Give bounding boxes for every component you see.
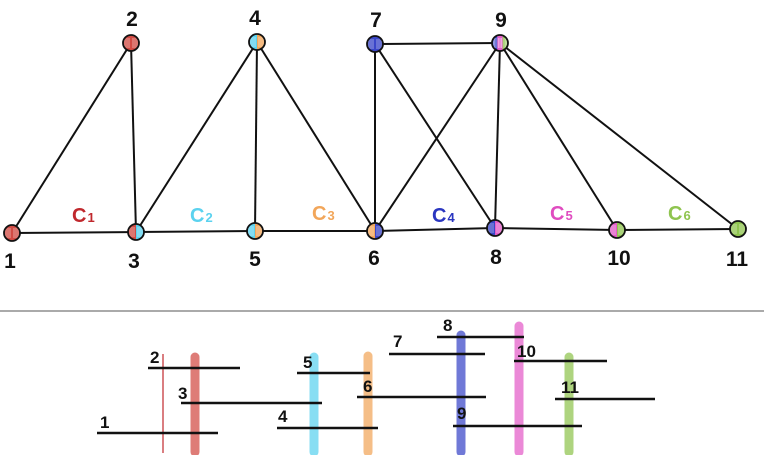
vertex-label-11: 11 [726, 248, 749, 271]
interval-label-6: 6 [363, 377, 372, 396]
clique-letter: C [668, 203, 682, 225]
vertex-4 [248, 33, 266, 51]
clique-letter: C [312, 203, 326, 225]
vertex-4-outline [248, 33, 266, 51]
clique-label-c5: C5 [550, 203, 573, 225]
interval-label-3: 3 [178, 384, 187, 403]
edge-1-2 [11, 42, 132, 234]
interval-label-1: 1 [100, 413, 109, 432]
clique-label-c4: C4 [432, 205, 455, 227]
edge-6-9 [374, 42, 501, 232]
interval-label-8: 8 [443, 316, 452, 335]
edge-3-5 [135, 230, 256, 233]
vertex-10 [608, 221, 626, 239]
clique-label-c3: C3 [312, 203, 335, 225]
clique-subscript: 6 [683, 208, 690, 223]
edge-9-11 [499, 42, 739, 230]
vertex-7-outline [366, 35, 384, 53]
vertex-2-outline [122, 34, 140, 52]
vertex-6-outline [366, 222, 384, 240]
vertex-6 [366, 222, 384, 240]
vertex-9 [491, 34, 509, 52]
interval-label-10: 10 [517, 342, 536, 361]
edge-7-8 [374, 43, 496, 229]
edge-4-6 [256, 41, 376, 232]
vertex-label-3: 3 [128, 250, 140, 273]
edge-1-3 [11, 231, 137, 234]
clique-letter: C [432, 205, 446, 227]
vertex-label-5: 5 [249, 248, 261, 271]
clique-subscript: 3 [327, 208, 334, 223]
edge-6-8 [374, 227, 496, 232]
graph-edges [11, 41, 739, 234]
interval-label-9: 9 [457, 404, 466, 423]
edge-3-4 [135, 41, 258, 233]
clique-subscript: 2 [205, 210, 212, 225]
vertex-3-outline [127, 223, 145, 241]
clique-subscript: 4 [447, 210, 455, 225]
vertex-1-outline [3, 224, 21, 242]
graph-vertices [3, 33, 747, 242]
clique-label-c2: C2 [190, 205, 213, 227]
edge-2-3 [130, 42, 137, 233]
edge-8-10 [494, 227, 618, 231]
vertex-3 [127, 223, 145, 241]
interval-label-7: 7 [393, 332, 402, 351]
vertex-label-2: 2 [126, 8, 138, 31]
vertex-7 [366, 35, 384, 53]
vertex-9-outline [491, 34, 509, 52]
edge-4-5 [254, 41, 258, 232]
vertex-label-1: 1 [4, 250, 16, 273]
interval-label-11: 11 [561, 378, 579, 397]
interval-label-5: 5 [303, 353, 312, 372]
vertex-2 [122, 34, 140, 52]
interval-label-4: 4 [278, 407, 288, 426]
clique-letter: C [550, 203, 564, 225]
vertex-label-6: 6 [368, 247, 380, 270]
vertex-labels: 1 2 3 4 5 6 7 8 9 10 11 [4, 7, 748, 273]
vertex-8-outline [486, 219, 504, 237]
vertex-5 [246, 222, 264, 240]
clique-letter: C [72, 205, 86, 227]
vertex-label-10: 10 [607, 247, 630, 270]
vertex-5-outline [246, 222, 264, 240]
vertex-label-4: 4 [249, 7, 261, 30]
clique-strips [190, 321, 574, 455]
vertex-11 [729, 220, 747, 238]
clique-letter: C [190, 205, 204, 227]
interval-label-2: 2 [150, 348, 159, 367]
edge-8-9 [494, 42, 501, 229]
vertex-8 [486, 219, 504, 237]
clique-label-c6: C6 [668, 203, 691, 225]
clique-labels: C1 C2 C3 C4 C5 C6 [72, 203, 691, 227]
edge-9-10 [499, 42, 618, 231]
vertex-11-outline [729, 220, 747, 238]
vertex-label-7: 7 [370, 9, 382, 32]
interval-bars [97, 335, 655, 435]
clique-subscript: 1 [87, 210, 94, 225]
edge-10-11 [616, 228, 739, 231]
vertex-label-9: 9 [495, 9, 507, 32]
vertex-1 [3, 224, 21, 242]
clique-subscript: 5 [565, 208, 572, 223]
edge-7-9 [374, 42, 501, 45]
vertex-label-8: 8 [490, 246, 502, 269]
clique-label-c1: C1 [72, 205, 95, 227]
vertex-10-outline [608, 221, 626, 239]
